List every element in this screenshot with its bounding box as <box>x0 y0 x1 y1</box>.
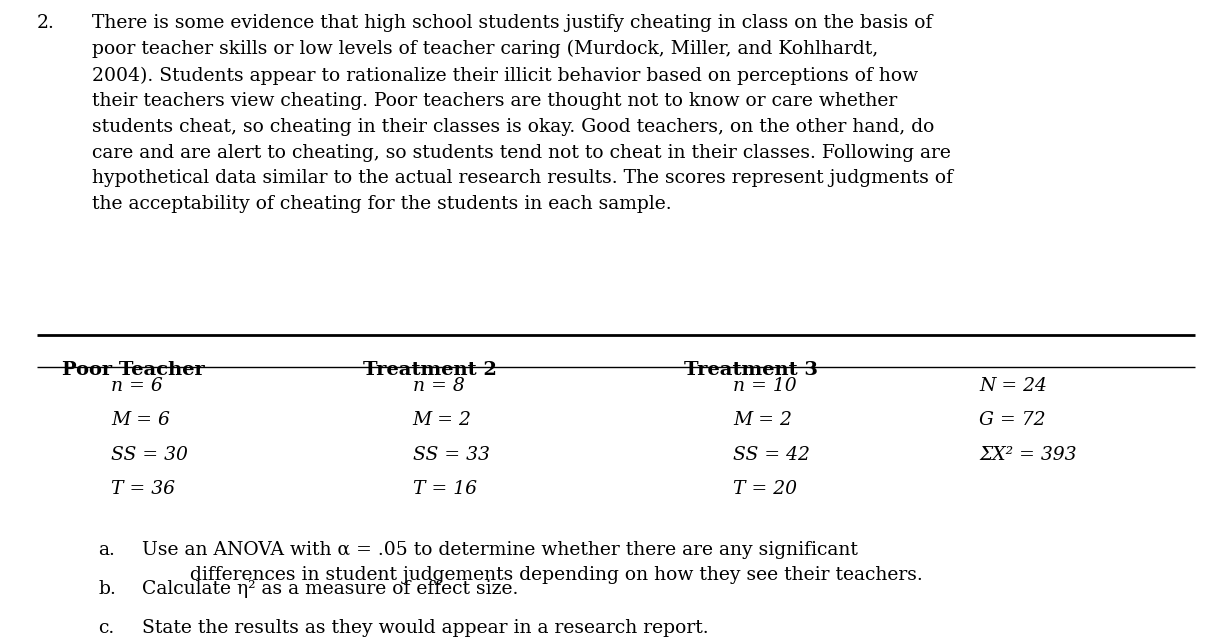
Text: T = 20: T = 20 <box>733 480 797 498</box>
Text: Use an ANOVA with α = .05 to determine whether there are any significant
       : Use an ANOVA with α = .05 to determine w… <box>142 541 923 584</box>
Text: Poor Teacher: Poor Teacher <box>62 361 205 379</box>
Text: Treatment 2: Treatment 2 <box>363 361 498 379</box>
Text: N = 24: N = 24 <box>979 377 1047 395</box>
Text: There is some evidence that high school students justify cheating in class on th: There is some evidence that high school … <box>92 14 954 213</box>
Text: a.: a. <box>99 541 116 559</box>
Text: G = 72: G = 72 <box>979 412 1046 429</box>
Text: State the results as they would appear in a research report.: State the results as they would appear i… <box>142 620 708 638</box>
Text: Calculate η² as a measure of effect size.: Calculate η² as a measure of effect size… <box>142 580 517 598</box>
Text: b.: b. <box>99 580 117 598</box>
Text: SS = 30: SS = 30 <box>111 446 187 464</box>
Text: n = 8: n = 8 <box>413 377 464 395</box>
Text: T = 16: T = 16 <box>413 480 477 498</box>
Text: M = 2: M = 2 <box>733 412 792 429</box>
Text: n = 6: n = 6 <box>111 377 163 395</box>
Text: SS = 42: SS = 42 <box>733 446 809 464</box>
Text: n = 10: n = 10 <box>733 377 797 395</box>
Text: T = 36: T = 36 <box>111 480 175 498</box>
Text: c.: c. <box>99 620 115 638</box>
Text: Treatment 3: Treatment 3 <box>684 361 818 379</box>
Text: M = 6: M = 6 <box>111 412 170 429</box>
Text: M = 2: M = 2 <box>413 412 472 429</box>
Text: 2.: 2. <box>37 14 55 32</box>
Text: ΣX² = 393: ΣX² = 393 <box>979 446 1077 464</box>
Text: SS = 33: SS = 33 <box>413 446 489 464</box>
